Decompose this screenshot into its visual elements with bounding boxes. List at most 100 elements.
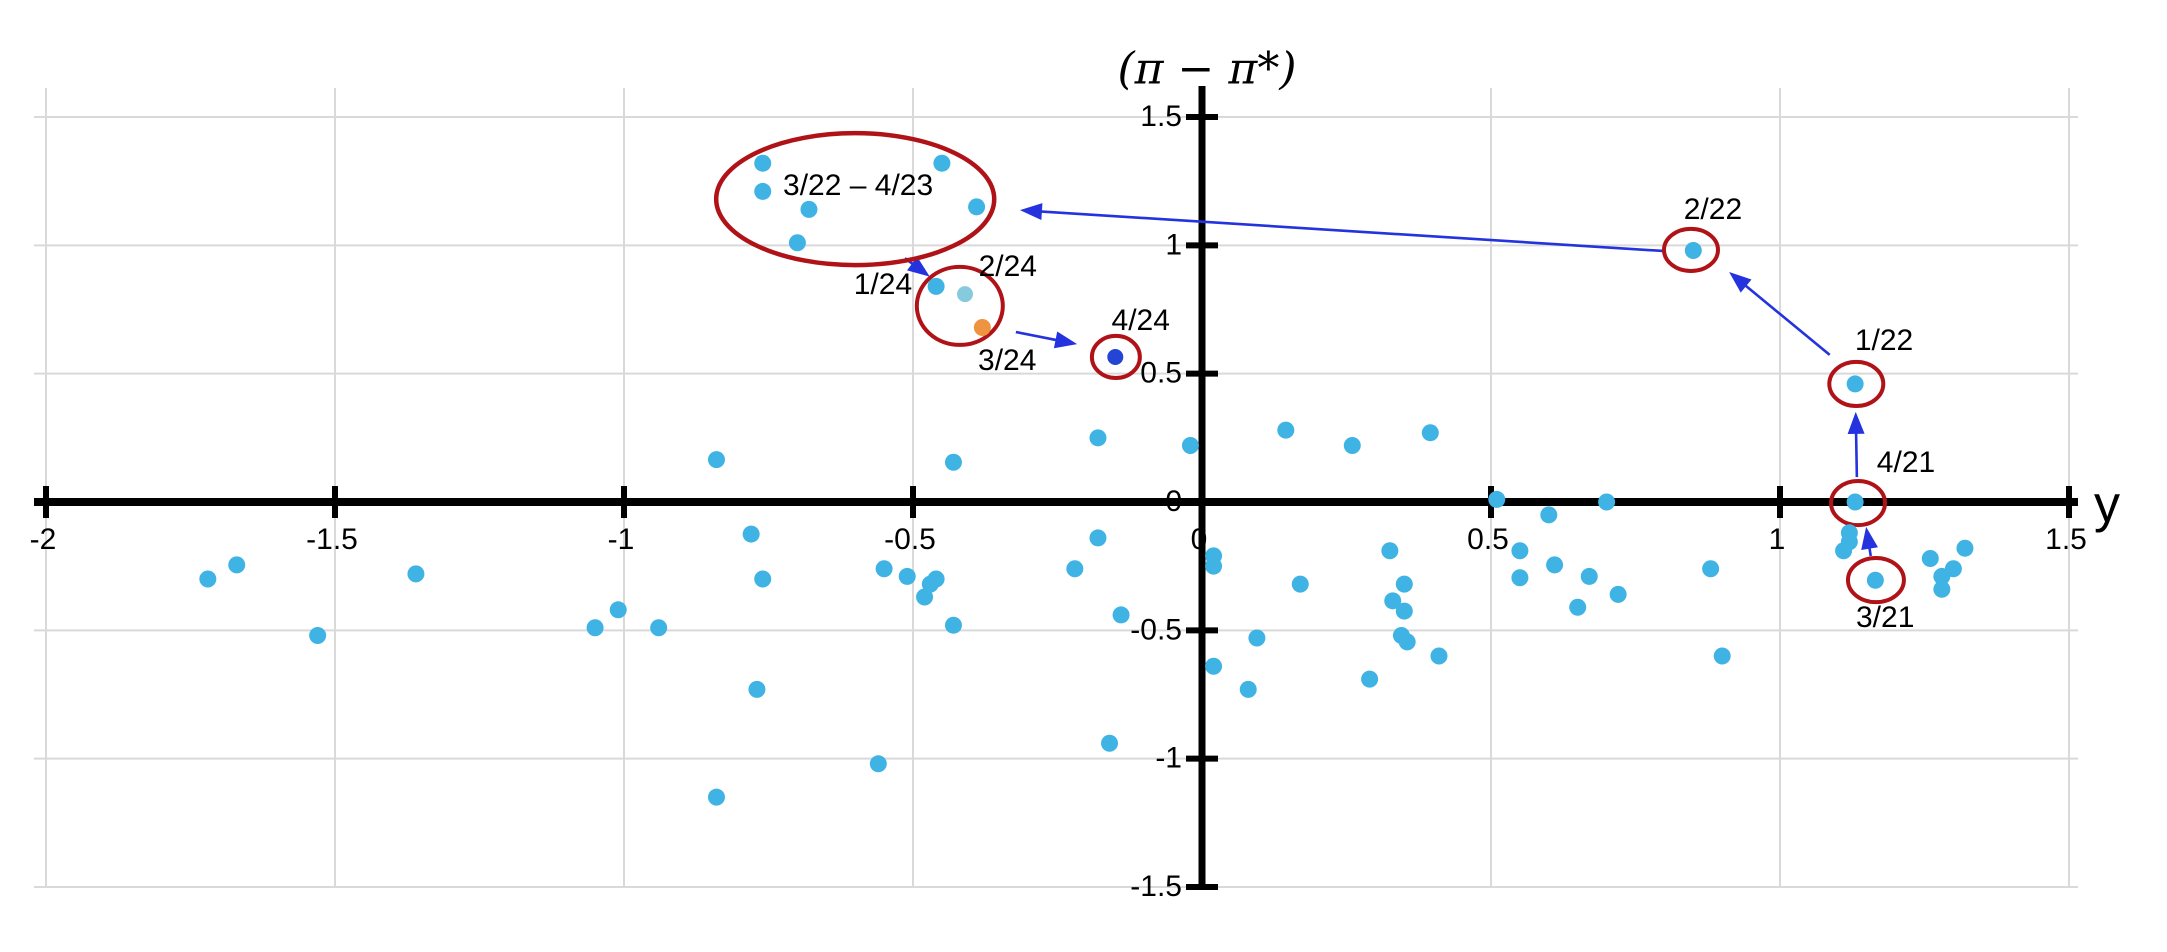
data-point [1866, 571, 1884, 589]
data-point [944, 616, 962, 634]
data-point [1421, 424, 1439, 442]
data-point [875, 560, 893, 578]
data-point [1395, 602, 1413, 620]
data-point [707, 788, 725, 806]
data-point [1395, 575, 1413, 593]
data-point [1398, 633, 1416, 651]
data-point [1956, 539, 1974, 557]
data-point [968, 198, 986, 216]
data-point [1488, 490, 1506, 508]
data-point [1609, 585, 1627, 603]
annotation-arrows [904, 203, 1878, 557]
data-point [748, 680, 766, 698]
data-point [1511, 542, 1529, 560]
data-point [1546, 556, 1564, 574]
arrow-head [1847, 411, 1865, 435]
gridlines [34, 88, 2078, 889]
annotation-label: 3/22 – 4/23 [783, 169, 933, 202]
data-point [309, 626, 327, 644]
arrow-shaft [1737, 278, 1831, 356]
annotation-ellipses [713, 130, 1906, 605]
tick-labels: -2 -1.5 -1 -0.5 0 0.5 1 1.5 1.5 1 0.5 0 -0.5 -1 -1.5 [30, 100, 2087, 903]
annotation-label: 2/22 [1684, 193, 1742, 226]
circle-4/24 [1089, 333, 1142, 381]
data-point [199, 570, 217, 588]
arrow-head [1729, 272, 1752, 293]
series-point-3/24 [973, 318, 991, 336]
x-tick-label: 1.5 [2045, 523, 2087, 556]
circle-1/22 [1827, 359, 1886, 409]
arrow-head [1019, 203, 1043, 221]
data-point [1702, 560, 1720, 578]
data-point [1511, 569, 1529, 587]
annotation-label: 1/24 [854, 268, 912, 301]
annotation-label: 3/24 [978, 344, 1036, 377]
data-point [1205, 657, 1223, 675]
x-axis-title: y [2094, 476, 2120, 534]
arrow-shaft [1031, 209, 1664, 253]
data-point [800, 200, 818, 218]
data-point [927, 570, 945, 588]
data-point [1598, 493, 1616, 511]
data-point [754, 154, 772, 172]
circle-4/21 [1829, 478, 1888, 528]
data-point [1540, 506, 1558, 524]
y-tick-label: 1.5 [1140, 100, 1182, 133]
data-point [1430, 647, 1448, 665]
data-point [1933, 580, 1951, 598]
y-tick-label: -1 [1155, 742, 1182, 775]
arrow-head [907, 256, 930, 277]
data-point [1361, 670, 1379, 688]
x-tick-label: -0.5 [884, 523, 936, 556]
data-point [1384, 592, 1402, 610]
annotation-labels: 3/22 – 4/23 1/24 2/24 3/24 4/24 2/22 1/22 4/21 3… [783, 169, 1935, 634]
data-point [1107, 348, 1124, 365]
x-tick-label: 1 [1769, 523, 1786, 556]
x-tick-label: 0 [1191, 523, 1208, 556]
data-point [407, 565, 425, 583]
circle-3/21 [1845, 555, 1906, 605]
data-point [1101, 734, 1119, 752]
data-point [1846, 375, 1864, 393]
data-point [1205, 557, 1223, 575]
data-point [1835, 542, 1853, 560]
data-point [707, 451, 725, 469]
data-point [586, 619, 604, 637]
data-point [1381, 542, 1399, 560]
circle-2/22 [1661, 226, 1720, 273]
data-point [1277, 421, 1295, 439]
data-point [1239, 680, 1257, 698]
data-point [927, 277, 945, 295]
data-point [1248, 629, 1266, 647]
y-tick-label: -1.5 [1130, 870, 1182, 903]
data-point [973, 318, 991, 336]
data-point [916, 588, 934, 606]
y-tick-label: 0.5 [1140, 357, 1182, 390]
series-point-2/24 [957, 286, 974, 303]
data-point [1343, 437, 1361, 455]
data-point [1089, 529, 1107, 547]
data-point [228, 556, 246, 574]
data-point [957, 286, 974, 303]
annotation-label: 2/24 [979, 250, 1037, 283]
data-point [1684, 241, 1702, 259]
data-point [1112, 606, 1130, 624]
x-tick-label: -1.5 [306, 523, 358, 556]
data-point [1066, 560, 1084, 578]
circle-1/24-3/24 [914, 264, 1005, 347]
arrow-4-21-to-1-22 [1847, 411, 1865, 478]
data-point [933, 154, 951, 172]
annotation-label: 3/21 [1856, 601, 1914, 634]
annotation-label: 4/21 [1877, 446, 1935, 479]
arrow-q1-24-to-q4-24 [1015, 330, 1078, 349]
data-point [1181, 437, 1199, 455]
data-point [609, 601, 627, 619]
data-point [898, 567, 916, 585]
data-point [788, 234, 806, 252]
x-tick-label: 0.5 [1467, 523, 1509, 556]
arrow-2-22-to-ellipse [1019, 203, 1664, 253]
y-axis-title: (π − π*) [1117, 44, 1296, 95]
y-tick-label: 1 [1165, 228, 1182, 261]
